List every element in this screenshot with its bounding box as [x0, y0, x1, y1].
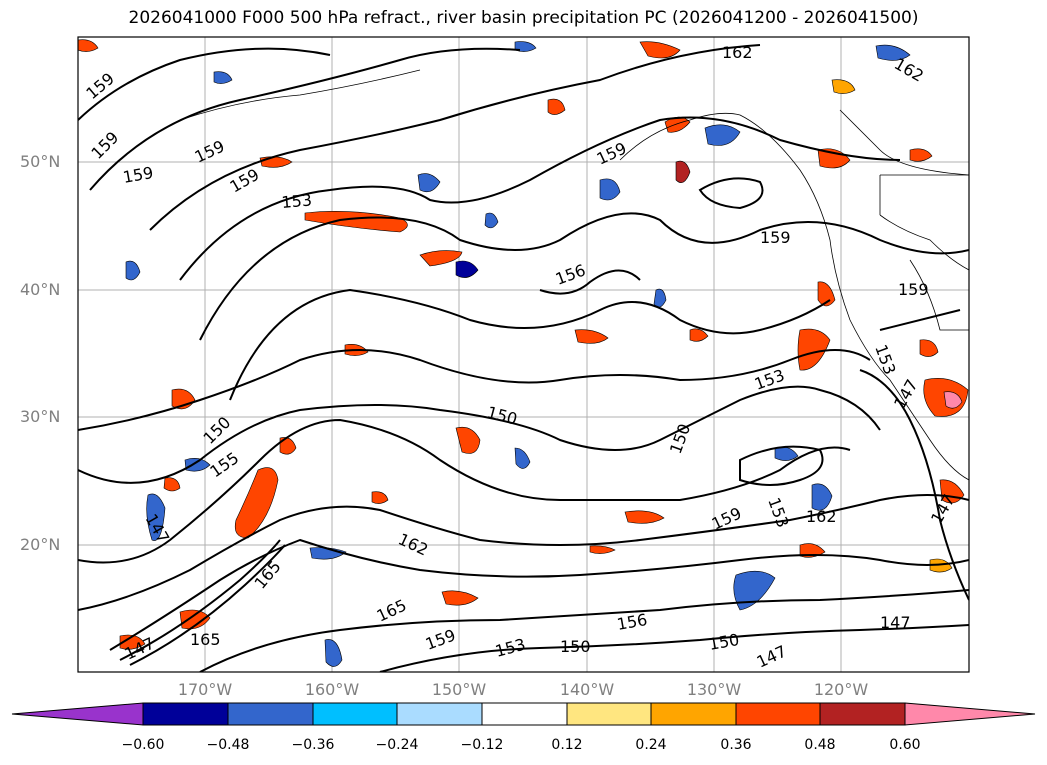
contour-label: 162 [806, 507, 837, 526]
lat-label: 20°N [20, 535, 61, 554]
colorbar-tick: −0.24 [375, 737, 419, 753]
colorbar-tick: 0.48 [804, 737, 836, 753]
contour-label: 159 [898, 280, 929, 299]
lon-label: 140°W [559, 680, 615, 699]
lon-label: 120°W [813, 680, 869, 699]
colorbar-tick: 0.12 [551, 737, 583, 753]
contour-label: 162 [722, 43, 753, 62]
colorbar-tick: −0.36 [291, 737, 335, 753]
contour-label: 153 [281, 190, 313, 212]
contour-label: 165 [190, 630, 221, 649]
colorbar-extend-min [11, 702, 144, 726]
colorbar-bin [396, 702, 483, 726]
contour-lines [78, 44, 969, 672]
map-title: 2026041000 F000 500 hPa refract., river … [128, 8, 919, 28]
lon-label: 130°W [686, 680, 742, 699]
colorbar-bin [227, 702, 314, 726]
precip-blobs [78, 39, 969, 667]
colorbar-bin [142, 702, 229, 726]
lon-label: 170°W [177, 680, 233, 699]
colorbar [11, 702, 1036, 726]
colorbar-tick: −0.12 [460, 737, 504, 753]
colorbar-extend-max [904, 702, 1036, 726]
map-frame [77, 36, 970, 673]
colorbar-bin [650, 702, 737, 726]
colorbar-bin [566, 702, 652, 726]
colorbar-tick: −0.60 [121, 737, 165, 753]
lon-label: 150°W [431, 680, 487, 699]
contour-label: 147 [880, 613, 911, 632]
contour-label: 159 [760, 228, 791, 247]
colorbar-bin [481, 702, 568, 726]
lat-label: 30°N [20, 407, 61, 426]
lat-label: 50°N [20, 152, 61, 171]
contour-label: 150 [560, 637, 591, 656]
coastlines [179, 69, 969, 481]
lat-label: 40°N [20, 280, 61, 299]
colorbar-tick: 0.24 [635, 737, 667, 753]
colorbar-bin [819, 702, 906, 726]
colorbar-tick: 0.60 [889, 737, 921, 753]
colorbar-tick: 0.36 [720, 737, 752, 753]
colorbar-tick: −0.48 [206, 737, 250, 753]
lon-label: 160°W [304, 680, 360, 699]
colorbar-bin [312, 702, 398, 726]
colorbar-bin [735, 702, 821, 726]
